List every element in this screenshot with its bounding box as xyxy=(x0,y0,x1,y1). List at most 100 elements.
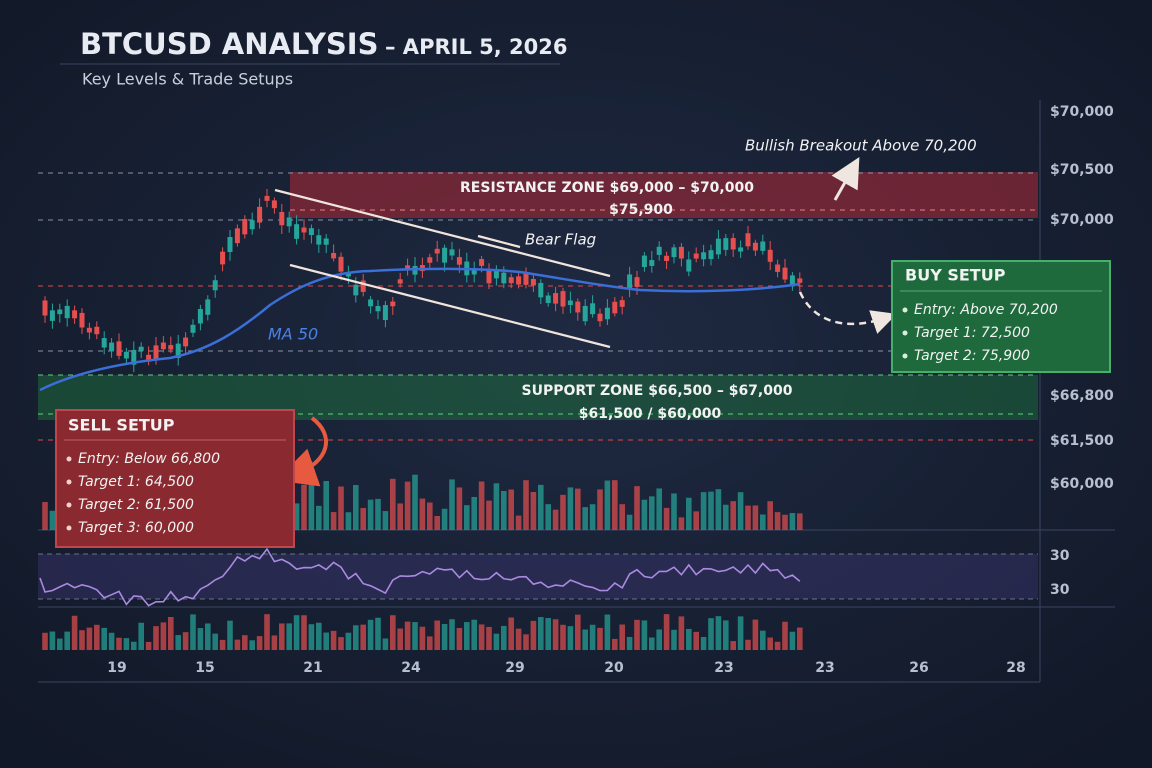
volume xyxy=(700,492,707,530)
volume-lower xyxy=(219,639,226,650)
candle xyxy=(479,259,485,266)
resistance-label: RESISTANCE ZONE $69,000 – $70,000 xyxy=(460,180,754,196)
volume xyxy=(404,481,411,530)
candle xyxy=(723,238,729,250)
sell-setup: SELL SETUP xyxy=(55,409,295,548)
volume-lower xyxy=(42,632,48,650)
volume-lower xyxy=(530,620,537,650)
volume-lower xyxy=(79,630,85,650)
volume xyxy=(737,492,744,530)
candle xyxy=(649,260,655,266)
volume-lower xyxy=(293,615,300,650)
bullet xyxy=(66,502,72,508)
candle xyxy=(641,255,647,268)
volume-lower xyxy=(182,632,189,650)
volume xyxy=(42,502,48,530)
candle xyxy=(767,249,773,262)
volume xyxy=(797,513,803,530)
candle xyxy=(390,301,396,307)
volume xyxy=(308,481,315,530)
volume-lower xyxy=(212,633,218,650)
candle xyxy=(382,305,388,320)
volume-lower xyxy=(612,638,618,650)
volume-lower xyxy=(123,638,130,650)
volume-lower xyxy=(486,626,492,650)
sell-arrow xyxy=(276,416,329,487)
volume-lower xyxy=(190,614,196,650)
candle xyxy=(190,324,196,333)
candle xyxy=(353,284,359,296)
date-label: 28 xyxy=(1006,660,1025,676)
date-label: 26 xyxy=(909,660,928,676)
candle xyxy=(42,300,48,316)
volume-lower xyxy=(767,637,773,650)
volume-lower xyxy=(545,618,551,650)
volume xyxy=(715,489,722,530)
volume xyxy=(382,511,389,530)
volume-lower xyxy=(582,629,588,650)
sell-item: Target 2: 61,500 xyxy=(78,497,194,513)
volume-lower xyxy=(678,616,685,650)
volume-lower xyxy=(641,620,648,650)
volume xyxy=(419,498,426,530)
candle xyxy=(738,247,744,252)
bear-flag-label: Bear Flag xyxy=(525,231,596,249)
candle xyxy=(575,301,581,313)
sell-title: SELL SETUP xyxy=(68,416,175,435)
volume-lower xyxy=(131,641,137,650)
volume-lower xyxy=(197,628,204,650)
volume-lower xyxy=(589,624,596,650)
volume xyxy=(360,507,366,530)
candle xyxy=(316,235,322,245)
candle xyxy=(678,246,684,259)
volume xyxy=(745,505,751,530)
candle xyxy=(664,255,670,262)
volume-lower xyxy=(116,637,122,650)
volume-lower xyxy=(227,620,233,650)
rsi-line xyxy=(39,547,801,607)
volume xyxy=(641,499,648,530)
breakout-arrow xyxy=(831,156,860,201)
volume xyxy=(353,484,359,530)
candle xyxy=(294,224,300,239)
volume xyxy=(589,504,596,530)
volume-lower xyxy=(760,630,766,650)
candle xyxy=(308,228,314,236)
candle xyxy=(590,303,596,315)
volume-lower xyxy=(168,616,174,650)
volume xyxy=(345,512,352,530)
candle xyxy=(538,282,544,298)
sell-item: Target 3: 60,000 xyxy=(78,520,194,536)
volume-lower xyxy=(797,627,803,650)
candle xyxy=(257,206,263,223)
candle xyxy=(57,309,63,315)
candle xyxy=(405,265,411,270)
volume xyxy=(760,514,766,530)
volume-lower xyxy=(153,626,159,650)
volume xyxy=(567,487,574,530)
candle xyxy=(131,349,137,365)
candle xyxy=(456,257,462,265)
volume-lower xyxy=(286,623,292,650)
volume-lower xyxy=(271,635,278,650)
volume xyxy=(649,496,655,530)
volume-lower xyxy=(205,623,211,650)
volume-lower xyxy=(49,631,56,650)
volume-lower xyxy=(789,631,796,650)
volume xyxy=(316,505,322,530)
volume-lower xyxy=(94,624,100,650)
candle xyxy=(782,267,788,280)
candle xyxy=(86,327,92,333)
volume xyxy=(367,499,374,530)
volume xyxy=(508,489,514,530)
volume-lower xyxy=(434,620,440,650)
volume xyxy=(626,514,633,530)
buy-item: Entry: Above 70,200 xyxy=(914,302,1058,318)
date-label: 15 xyxy=(195,660,214,676)
candle xyxy=(286,217,292,227)
volume-lower xyxy=(264,614,270,650)
volume-lower xyxy=(427,636,433,650)
date-label: 29 xyxy=(505,660,524,676)
volume-lower xyxy=(737,616,744,650)
volume-lower xyxy=(508,617,514,650)
